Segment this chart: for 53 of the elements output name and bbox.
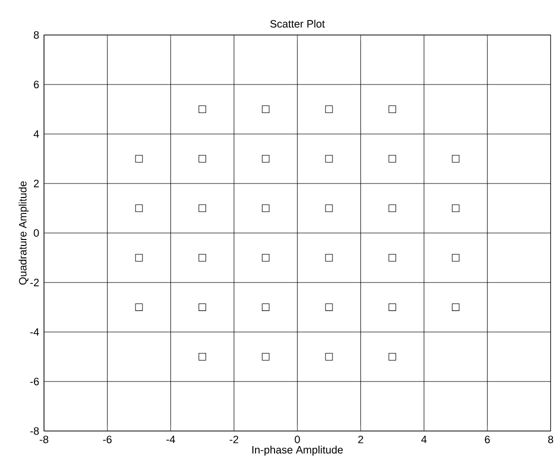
point — [262, 353, 270, 360]
point — [452, 155, 460, 162]
x-tick-label: -4 — [166, 436, 176, 444]
x-tick-label: -8 — [40, 436, 48, 444]
point — [388, 155, 396, 162]
y-tick-label: 8 — [34, 31, 39, 39]
point — [325, 353, 333, 360]
point — [325, 304, 333, 311]
chart-title: Scatter Plot — [270, 20, 325, 28]
point — [325, 155, 333, 162]
point — [198, 254, 206, 262]
y-tick-label: 6 — [34, 80, 39, 88]
point — [262, 155, 270, 162]
y-tick-label: -2 — [30, 278, 39, 286]
x-tick-label: 8 — [548, 436, 554, 444]
point — [262, 254, 270, 262]
point — [388, 254, 396, 262]
point — [388, 204, 396, 212]
y-tick-label: -6 — [30, 378, 39, 386]
x-axis-title: In-phase Amplitude — [252, 446, 343, 456]
x-tick-label: -6 — [103, 436, 112, 444]
point — [262, 304, 270, 311]
point — [135, 204, 143, 212]
y-axis-title: Quadrature Amplitude — [18, 181, 29, 285]
x-tick-label: 6 — [484, 436, 490, 444]
point — [198, 106, 206, 113]
x-tick-label: -2 — [230, 436, 238, 444]
point — [388, 353, 396, 360]
point — [452, 304, 460, 311]
point — [388, 304, 396, 311]
point — [262, 106, 270, 113]
point — [325, 106, 333, 113]
point — [388, 106, 396, 113]
point — [198, 304, 206, 311]
y-tick-label: 2 — [34, 180, 39, 188]
point — [452, 204, 460, 212]
point — [198, 155, 206, 162]
point — [135, 254, 143, 262]
point — [452, 254, 460, 262]
x-tick-label: 4 — [421, 436, 427, 444]
y-tick-label: 0 — [34, 229, 39, 237]
point — [198, 353, 206, 360]
y-tick-label: 4 — [34, 130, 39, 138]
point — [325, 254, 333, 262]
point — [325, 204, 333, 212]
point — [135, 155, 143, 162]
y-tick-label: -4 — [30, 328, 39, 336]
x-tick-label: 0 — [294, 436, 300, 444]
point — [198, 204, 206, 212]
x-tick-label: 2 — [358, 436, 364, 444]
y-tick-label: -8 — [30, 427, 39, 435]
point — [262, 204, 270, 212]
point — [135, 304, 143, 311]
